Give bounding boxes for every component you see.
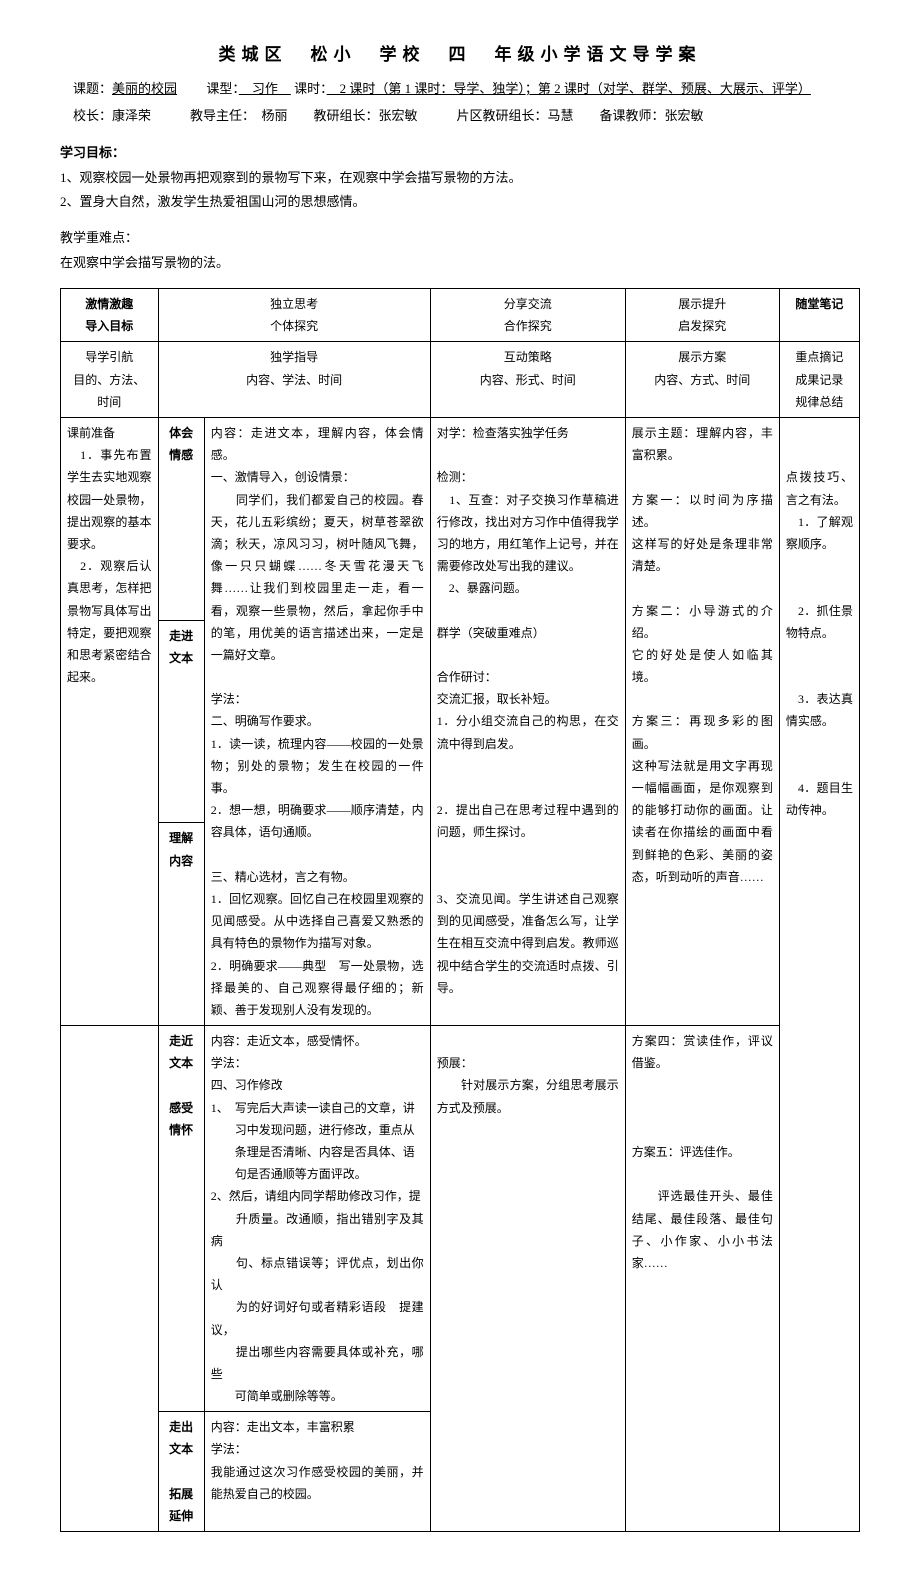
- colD-top: 对学：检查落实独学任务 检测： 1、互查：对子交换习作草稿进行修改，找出对方习作…: [430, 418, 625, 1026]
- keypoint-text: 在观察中学会描写景物的法。: [60, 252, 860, 274]
- colC-4: 内容：走近文本，感受情怀。 学法： 四、习作修改 1、 写完后大声读一读自己的文…: [204, 1026, 430, 1412]
- colD-4: 预展： 针对展示方案，分组思考展示方式及预展。: [430, 1026, 625, 1532]
- colB-3: 理解 内容: [158, 823, 204, 1026]
- colE-4: 方案四：赏读佳作，评议借鉴。 方案五：评选佳作。 评选最佳开头、最佳结尾、最佳段…: [625, 1026, 779, 1532]
- goal-1: 1、观察校园一处景物再把观察到的景物写下来，在观察中学会描写景物的方法。: [60, 167, 860, 189]
- body-row-2: 走近 文本 感受 情怀 内容：走近文本，感受情怀。 学法： 四、习作修改 1、 …: [61, 1026, 860, 1412]
- goal-2: 2、置身大自然，激发学生热爱祖国山河的思想感情。: [60, 191, 860, 213]
- table-header-row: 激情激趣导入目标 独立思考个体探究 分享交流合作探究 展示提升启发探究 随堂笔记: [61, 289, 860, 342]
- doc-title: 类城区 松小 学校 四 年级小学语文导学案: [60, 40, 860, 65]
- table-subheader-row: 导学引航目的、方法、时间 独学指导内容、学法、时间 互动策略内容、形式、时间 展…: [61, 342, 860, 418]
- colC-top: 内容：走进文本，理解内容，体会情感。 一、激情导入，创设情景： 同学们，我们都爱…: [204, 418, 430, 1026]
- goals-head: 学习目标：: [60, 142, 860, 161]
- colC-5: 内容：走出文本，丰富积累 学法： 我能通过这次习作感受校园的美丽，并能热爱自己的…: [204, 1412, 430, 1532]
- lesson-table: 激情激趣导入目标 独立思考个体探究 分享交流合作探究 展示提升启发探究 随堂笔记…: [60, 288, 860, 1532]
- meta-line-1: 课题：美丽的校园 课型： 习作 课时： 2 课时（第 1 课时：导学、独学）；第…: [60, 77, 860, 100]
- keypoint-head: 教学重难点：: [60, 227, 860, 246]
- body-row-1a: 课前准备 1．事先布置学生去实地观察校园一处景物，提出观察的基本要求。 2．观察…: [61, 418, 860, 621]
- colE-top: 展示主题：理解内容，丰富积累。 方案一：以时间为序描述。 这样写的好处是条理非常…: [625, 418, 779, 1026]
- colB-4: 走近 文本 感受 情怀: [158, 1026, 204, 1412]
- colB-2: 走进 文本: [158, 620, 204, 823]
- colA-prep: 课前准备 1．事先布置学生去实地观察校园一处景物，提出观察的基本要求。 2．观察…: [61, 418, 159, 1026]
- colB-1: 体会 情感: [158, 418, 204, 621]
- colB-5: 走出 文本 拓展 延伸: [158, 1412, 204, 1532]
- meta-line-2: 校长：康泽荣 教导主任： 杨丽 教研组长：张宏敏 片区教研组长：马慧 备课教师：…: [60, 104, 860, 127]
- colF-top: 点拨技巧、言之有法。 1．了解观察顺序。 2．抓住景物特点。 3．表达真情实感。…: [779, 418, 859, 1532]
